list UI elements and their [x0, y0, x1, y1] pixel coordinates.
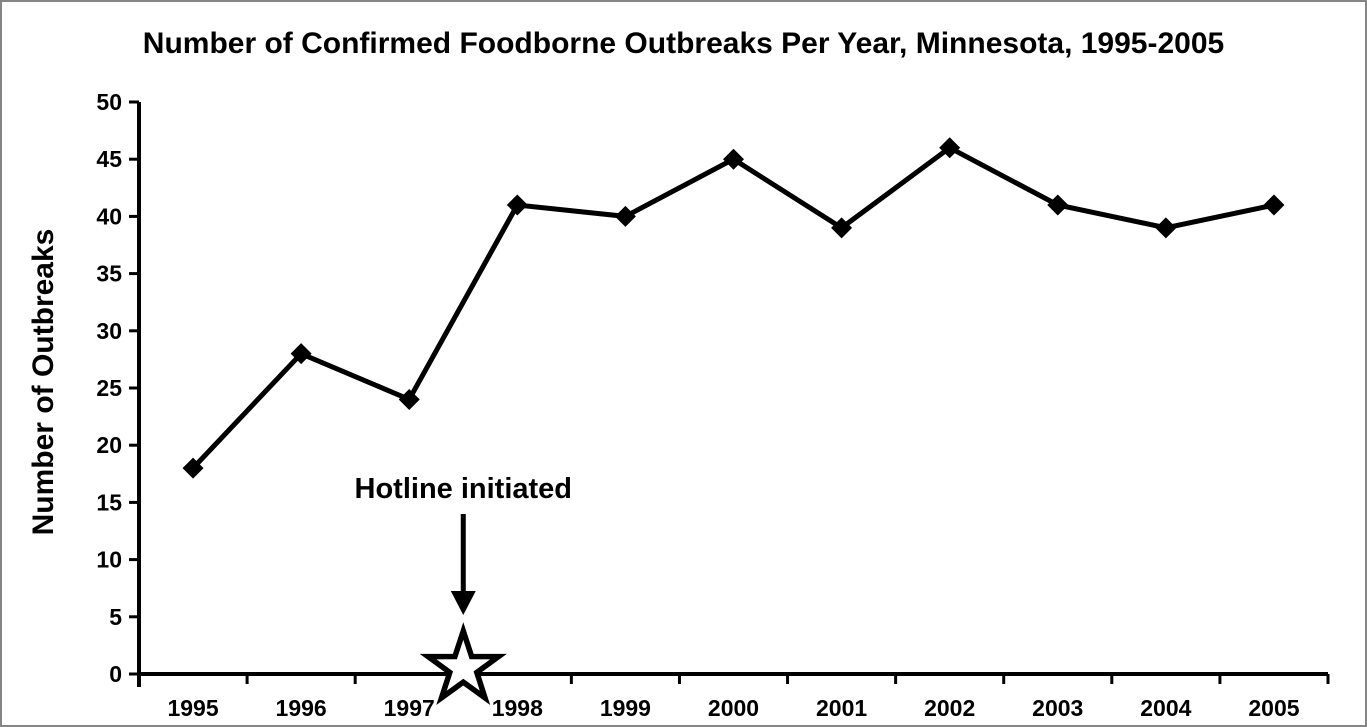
data-point-marker	[614, 205, 636, 227]
data-point-marker	[398, 388, 420, 410]
x-tick-label: 2003	[1032, 695, 1083, 721]
y-tick-label: 25	[96, 375, 122, 401]
data-point-marker	[723, 148, 744, 170]
y-tick-label: 40	[96, 203, 122, 229]
data-line	[191, 144, 1275, 470]
annotation-arrow-head-icon	[450, 591, 476, 615]
y-tick-label: 50	[96, 89, 122, 115]
data-point-marker	[182, 457, 204, 479]
y-tick-label: 45	[96, 146, 122, 172]
data-point-marker	[831, 217, 853, 239]
x-tick-label: 2004	[1140, 695, 1191, 721]
x-tick-label: 1998	[492, 695, 543, 721]
annotation-star-icon	[419, 622, 507, 706]
y-tick-label: 10	[96, 547, 122, 573]
y-tick-label: 5	[109, 604, 122, 630]
x-tick-label: 2002	[924, 695, 975, 721]
x-tick-label: 2001	[816, 695, 867, 721]
data-point-marker	[506, 194, 528, 216]
x-tick-label: 2000	[708, 695, 759, 721]
y-tick-label: 20	[96, 432, 122, 458]
data-point-marker	[1263, 194, 1285, 216]
y-tick-label: 15	[96, 489, 122, 515]
data-point-marker	[1155, 217, 1177, 239]
data-point-marker	[290, 343, 312, 365]
y-tick-label: 35	[96, 261, 122, 287]
data-point-marker	[939, 137, 961, 159]
y-tick-label: 30	[96, 318, 122, 344]
annotation-label: Hotline initiated	[355, 473, 573, 505]
x-tick-label: 2005	[1248, 695, 1299, 721]
x-tick-label: 1999	[600, 695, 651, 721]
x-tick-label: 1997	[384, 695, 435, 721]
x-tick-label: 1995	[167, 695, 218, 721]
x-tick-label: 1996	[276, 695, 327, 721]
y-tick-label: 0	[109, 661, 122, 687]
data-point-marker	[1047, 194, 1069, 216]
chart-title: Number of Confirmed Foodborne Outbreaks …	[142, 27, 1225, 60]
